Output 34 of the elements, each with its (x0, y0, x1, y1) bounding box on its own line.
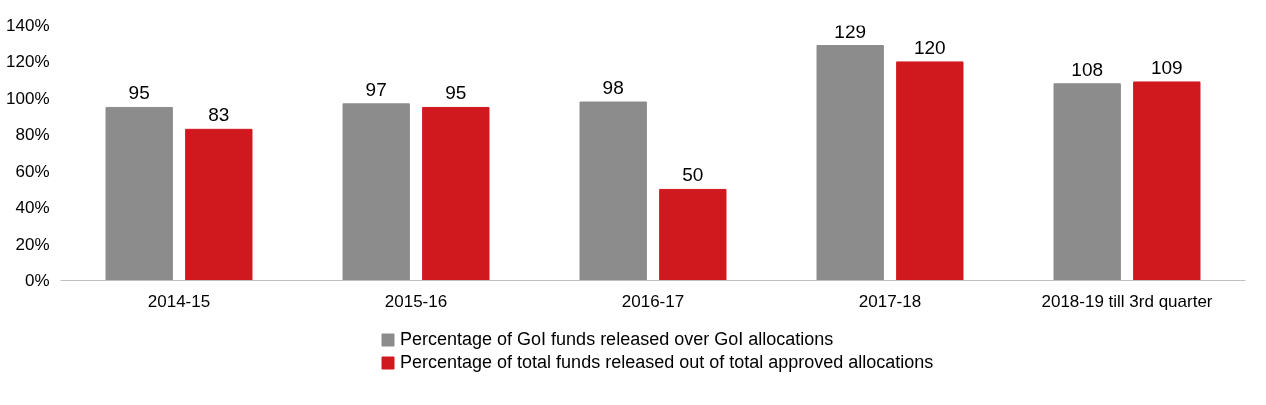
x-tick-label: 2014-15 (147, 291, 211, 311)
x-tick-label: 2016-17 (621, 291, 685, 311)
data-label: 97 (365, 78, 387, 100)
bar (1053, 83, 1121, 281)
y-tick-label: 140% (6, 16, 50, 35)
y-tick-label: 120% (6, 52, 50, 72)
legend-label: Percentage of total funds released out of total approved allocations (400, 352, 934, 373)
data-label: 83 (208, 104, 230, 126)
data-label: 98 (602, 77, 624, 98)
y-tick-label: 100% (6, 88, 50, 108)
y-tick-label: 0% (24, 271, 50, 290)
bar (816, 45, 884, 281)
bar (185, 128, 253, 281)
legend-label: Percentage of GoI funds released over GoI allocations (400, 329, 834, 350)
bar (422, 106, 490, 281)
data-label: 108 (1071, 58, 1104, 80)
data-label: 95 (445, 82, 467, 104)
x-tick-label: 2015-16 (384, 291, 448, 311)
data-label: 109 (1150, 56, 1183, 78)
y-tick-label: 80% (15, 125, 50, 145)
bar (105, 106, 173, 281)
bar (896, 61, 964, 281)
bar (1133, 81, 1201, 281)
bar (342, 103, 410, 281)
bar (579, 101, 647, 281)
x-tick-label: 2017-18 (858, 291, 922, 311)
y-tick-label: 40% (15, 198, 50, 218)
y-tick-label: 20% (15, 234, 50, 254)
bar (659, 188, 727, 281)
x-tick-label: 2018-19 till 3rd quarter (1041, 291, 1213, 311)
data-label: 120 (913, 36, 946, 58)
y-tick-label: 60% (15, 161, 50, 181)
data-label: 95 (128, 82, 150, 104)
data-label: 50 (682, 164, 704, 186)
